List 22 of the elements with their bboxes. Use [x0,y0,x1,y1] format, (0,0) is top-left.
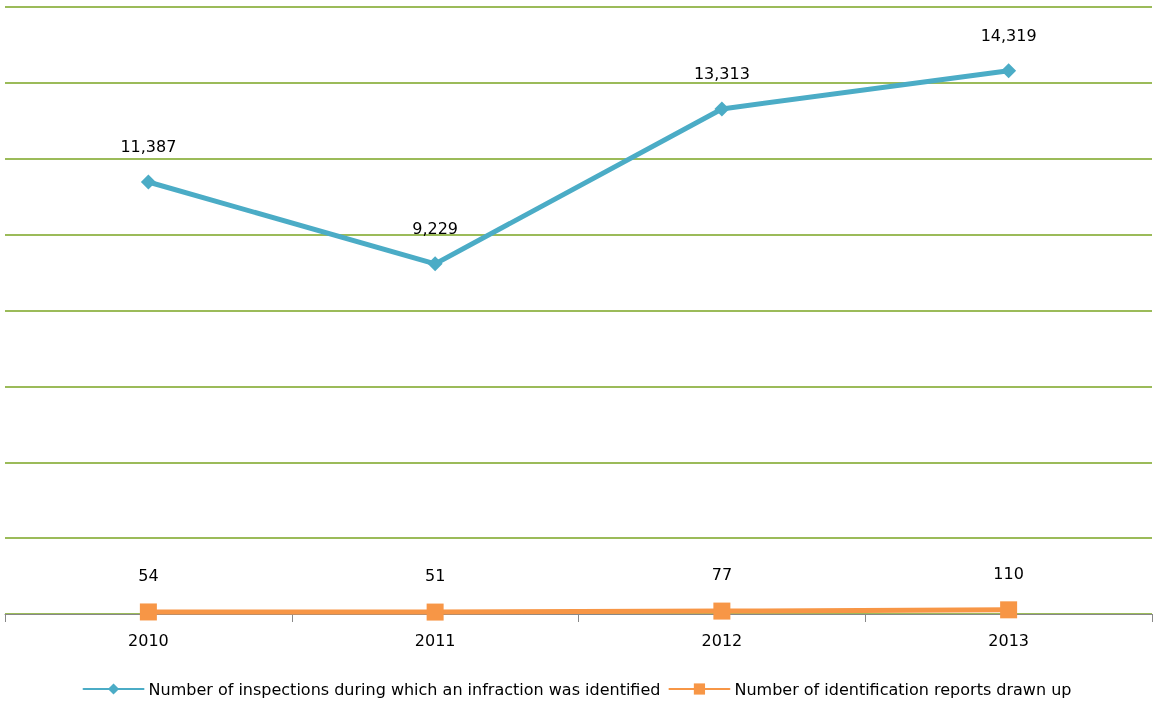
x-tick-label: 2011 [414,630,456,650]
point [713,602,731,620]
data-label: 9,229 [412,218,459,238]
point [714,101,730,117]
data-label: 11,387 [120,137,177,157]
point [427,256,443,272]
x-tick-label: 2013 [988,630,1029,650]
point [426,603,444,621]
data-label: 14,319 [980,25,1037,45]
data-label: 51 [424,566,446,586]
legend-label: Number of identification reports drawn up [734,679,1072,699]
data-label: 54 [138,565,159,585]
point [1000,601,1018,619]
point [140,174,156,190]
data-label: 13,313 [693,63,750,83]
point [139,603,157,621]
data-label: 77 [711,565,733,585]
point [1001,63,1017,79]
data-label: 110 [993,563,1024,583]
x-tick-label: 2012 [701,630,743,650]
legend-label: Number of inspections during which an infraction was identified [148,679,661,699]
x-tick-label: 2010 [128,630,169,650]
